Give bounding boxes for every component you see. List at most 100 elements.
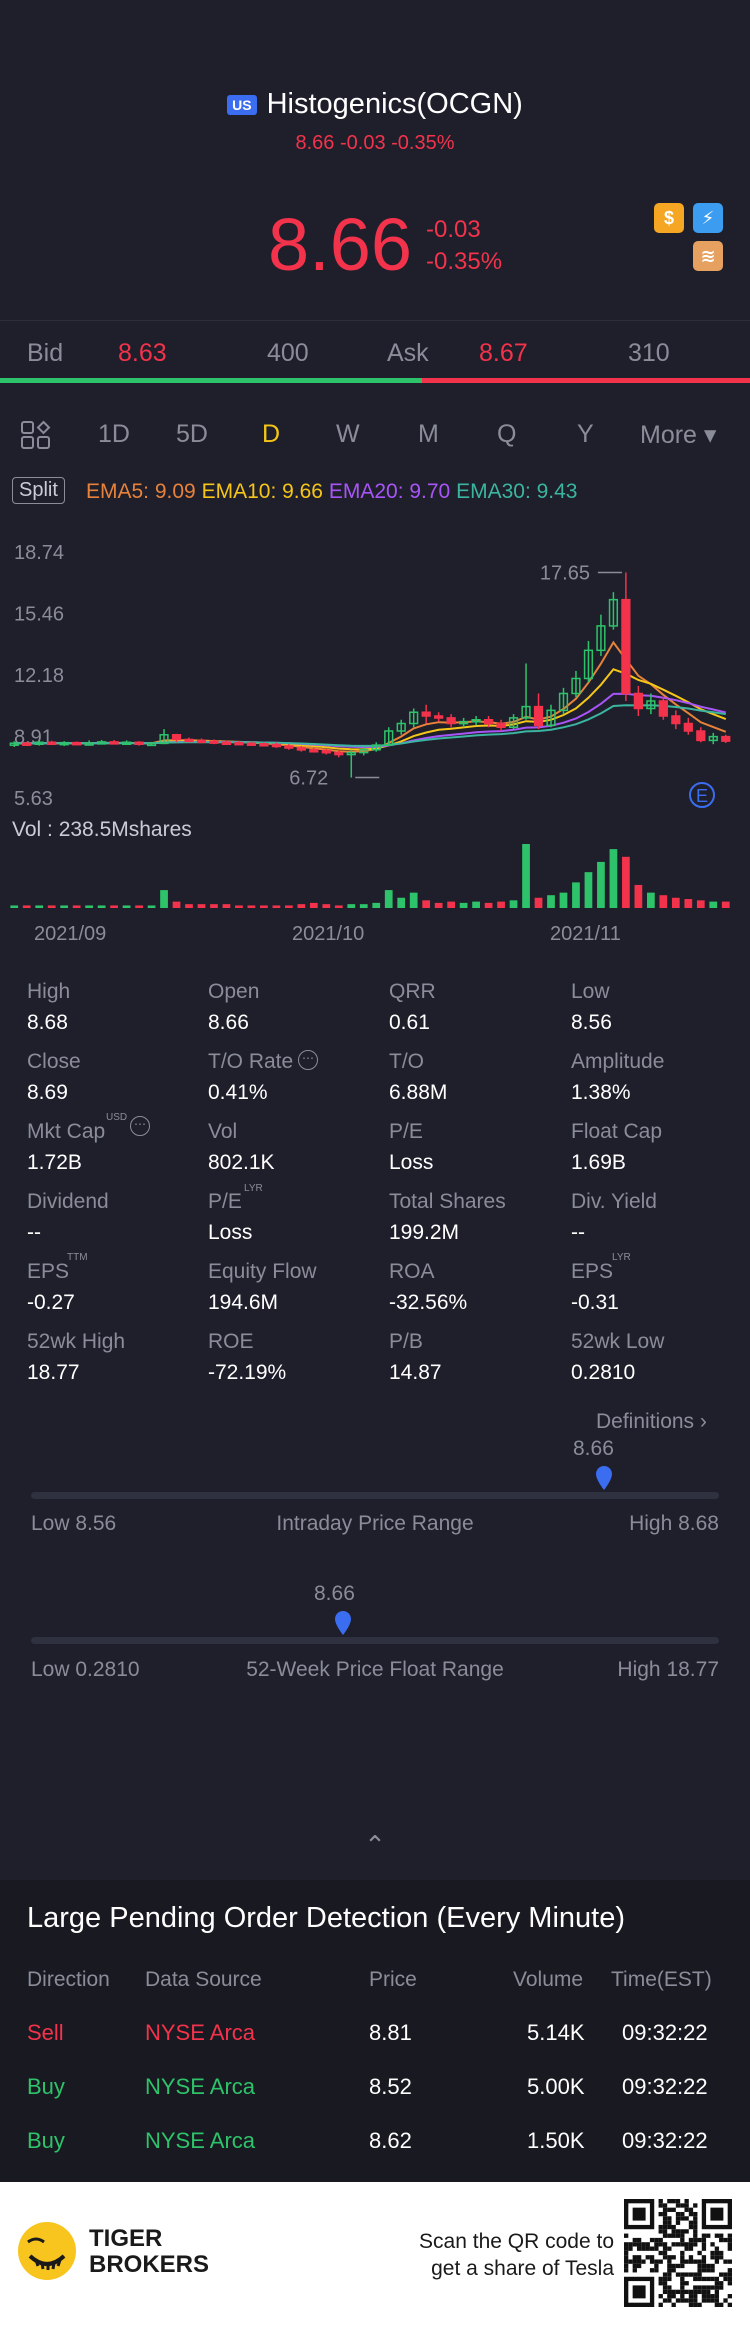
to-rate-info-icon[interactable]: ⋯: [298, 1050, 318, 1070]
volume-bar: [135, 905, 143, 908]
stat-value-p-b: 14.87: [389, 1361, 442, 1384]
candle-body: [446, 717, 456, 725]
qr-module: [697, 2276, 702, 2282]
stock-title[interactable]: Histogenics(OCGN): [266, 88, 523, 120]
week52-marker-icon: [335, 1611, 352, 1635]
stat-label-p-b: P/B: [389, 1330, 423, 1353]
qr-module: [654, 2237, 659, 2243]
volume-bar: [235, 905, 243, 908]
qr-module: [658, 2229, 663, 2234]
candle-body: [658, 700, 668, 717]
stat-label-high: High: [27, 980, 71, 1003]
max-price-label: 17.65: [540, 562, 590, 584]
candle-body: [196, 739, 207, 744]
qr-module: [693, 2259, 698, 2264]
qr-module: [714, 2281, 720, 2286]
stat-label-float-cap: Float Cap: [571, 1120, 663, 1143]
qr-module: [671, 2229, 676, 2234]
col-data-source: Data Source: [145, 1968, 262, 1991]
stat-value-eps: -0.27: [27, 1291, 75, 1314]
tab-w[interactable]: W: [336, 420, 360, 448]
tab-5d[interactable]: 5D: [176, 420, 208, 448]
stat-value-mkt-cap: 1.72B: [27, 1151, 82, 1174]
definitions-link[interactable]: Definitions ›: [596, 1410, 707, 1433]
ema-legend: EMA5: 9.09 EMA10: 9.66 EMA20: 9.70 EMA30…: [86, 480, 577, 504]
stat-value-roa: -32.56%: [389, 1291, 468, 1314]
qr-module: [697, 2250, 702, 2256]
qr-module: [667, 2272, 672, 2277]
qr-cta: Scan the QR code to get a share of Tesla: [419, 2228, 614, 2282]
orders-title: Large Pending Order Detection (Every Min…: [27, 1902, 626, 1934]
qr-module: [680, 2276, 685, 2282]
qr-module: [636, 2242, 642, 2247]
qr-module: [714, 2250, 720, 2256]
qr-module: [662, 2203, 668, 2208]
tab-m[interactable]: M: [418, 420, 439, 448]
qr-module: [645, 2246, 650, 2251]
qr-module: [684, 2289, 689, 2295]
qr-module: [697, 2302, 702, 2307]
order-time: 09:32:22: [622, 2074, 708, 2099]
qr-module: [727, 2246, 732, 2251]
candle-body: [671, 715, 681, 725]
split-button[interactable]: Split: [12, 477, 65, 504]
qr-finder: [632, 2207, 646, 2221]
qr-module: [727, 2302, 732, 2307]
candle-body: [483, 719, 494, 725]
qr-module: [710, 2276, 715, 2282]
qr-module: [667, 2294, 672, 2299]
lightning-icon[interactable]: ⚡: [693, 203, 723, 233]
mkt-cap-info-icon[interactable]: ⋯: [130, 1116, 150, 1136]
col-time: Time(EST): [611, 1968, 712, 1991]
ema5-label: EMA5: 9.09: [86, 480, 196, 503]
stat-value-low: 8.56: [571, 1011, 612, 1034]
qr-code[interactable]: [624, 2199, 732, 2307]
tab-more[interactable]: More ▾: [640, 421, 717, 449]
volume-bar: [634, 884, 643, 908]
qr-module: [688, 2224, 694, 2230]
candle-body: [646, 700, 656, 710]
qr-module: [645, 2255, 650, 2260]
candle-body: [371, 744, 381, 751]
candle-body: [334, 751, 344, 756]
qr-module: [719, 2255, 724, 2260]
collapse-chevron-icon[interactable]: ⌃: [364, 1830, 386, 1860]
volume-bar: [309, 902, 318, 908]
tab-1d[interactable]: 1D: [98, 420, 130, 448]
candle-body: [309, 749, 319, 753]
tab-d[interactable]: D: [262, 420, 281, 448]
grid-layout-icon[interactable]: [20, 420, 52, 450]
volume-bar: [721, 901, 730, 908]
qr-module: [710, 2298, 715, 2303]
qr-module: [680, 2211, 685, 2217]
candle-body: [346, 751, 356, 756]
qr-module: [701, 2298, 707, 2303]
tab-y[interactable]: Y: [577, 420, 594, 448]
stack-icon[interactable]: ≋: [693, 241, 723, 271]
order-time: 09:32:22: [622, 2128, 708, 2153]
qr-module: [662, 2255, 668, 2260]
cta-line2: get a share of Tesla: [431, 2257, 614, 2280]
stat-label-eps: EPS: [27, 1260, 70, 1283]
qr-module: [654, 2259, 659, 2264]
stat-label-t-o-rate: T/O Rate: [208, 1050, 294, 1073]
qr-finder: [710, 2207, 724, 2221]
volume-bar: [60, 905, 69, 908]
qr-module: [636, 2259, 642, 2264]
qr-module: [701, 2263, 707, 2269]
volume-bar: [609, 849, 618, 908]
price-chart[interactable]: 18.74 15.46 12.18 8.91 5.63 17.65 6.72 E Vol : 2…: [0, 530, 750, 950]
qr-module: [680, 2255, 685, 2260]
volume-bar: [472, 901, 480, 908]
qr-module: [688, 2259, 694, 2264]
order-price: 8.62: [369, 2128, 412, 2153]
tab-q[interactable]: Q: [497, 420, 517, 448]
dollar-icon[interactable]: $: [654, 203, 684, 233]
qr-module: [636, 2237, 642, 2243]
order-price: 8.52: [369, 2074, 412, 2099]
stat-label-open: Open: [208, 980, 260, 1003]
qr-module: [662, 2250, 668, 2256]
qr-module: [680, 2242, 685, 2247]
volume-bar: [522, 844, 530, 908]
qr-module: [684, 2272, 689, 2277]
